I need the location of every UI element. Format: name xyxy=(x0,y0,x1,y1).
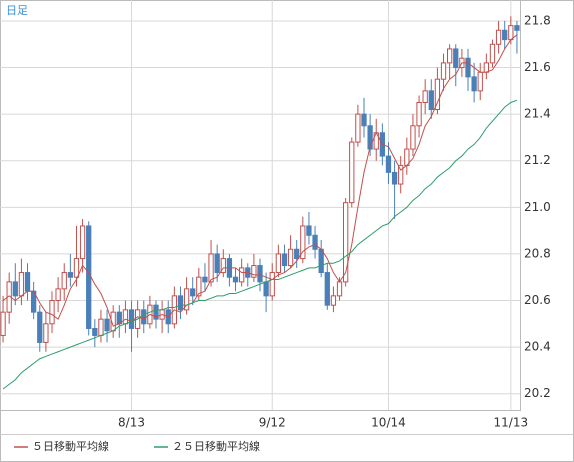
ma-line xyxy=(2,99,518,390)
candle-body xyxy=(104,318,110,332)
x-tick-label: 11/13 xyxy=(494,416,529,430)
candle-body xyxy=(98,318,104,336)
candle-body xyxy=(483,62,489,73)
candle-body xyxy=(239,267,245,283)
legend-label: ２５日移動平均線 xyxy=(172,439,260,453)
candle-body xyxy=(428,90,434,110)
y-tick-label: 20.2 xyxy=(524,386,551,400)
candle-body xyxy=(318,248,324,274)
candle-body xyxy=(251,265,257,278)
candle-body xyxy=(208,253,214,283)
candle-body xyxy=(306,225,312,236)
candle-body xyxy=(122,309,129,325)
y-tick-label: 21.2 xyxy=(524,153,551,167)
candle-body xyxy=(391,171,398,185)
plot xyxy=(0,16,520,390)
candle-body xyxy=(385,155,392,173)
candle-body xyxy=(183,288,190,311)
candle-body xyxy=(410,125,416,150)
candle-body xyxy=(281,253,288,267)
plot-area xyxy=(0,0,521,411)
candle-body xyxy=(128,309,135,329)
legend-label: ５日移動平均線 xyxy=(32,439,109,453)
x-tick-label: 8/13 xyxy=(118,416,145,430)
candle-body xyxy=(92,327,98,336)
candle-body xyxy=(489,43,496,64)
candle-body xyxy=(275,253,281,274)
candle-body xyxy=(434,78,441,110)
candle-body xyxy=(416,102,422,127)
candle-body xyxy=(263,281,269,297)
candle-body xyxy=(43,323,49,343)
candle-body xyxy=(294,248,300,260)
candle-body xyxy=(508,25,514,41)
candle-body xyxy=(190,288,196,297)
candle-body xyxy=(202,276,208,283)
candle-body xyxy=(349,141,355,204)
candle-body xyxy=(440,62,447,80)
candle-body xyxy=(61,272,67,290)
candle-body xyxy=(0,311,6,336)
candle-body xyxy=(214,253,220,274)
x-tick-label: 10/14 xyxy=(371,416,406,430)
ma-line xyxy=(2,34,518,327)
candle-body xyxy=(514,25,520,31)
candle-body xyxy=(67,272,73,278)
candle-body xyxy=(502,29,508,41)
candle-body xyxy=(447,48,453,64)
candle-body xyxy=(196,276,202,297)
candle-body xyxy=(398,164,404,185)
candle-body xyxy=(37,311,43,343)
candle-body xyxy=(257,265,263,283)
candle-body xyxy=(18,272,25,297)
candle-body xyxy=(269,272,275,297)
candle-body xyxy=(471,76,477,92)
candle-body xyxy=(495,29,502,45)
candle-body xyxy=(312,234,318,250)
y-tick-label: 21.6 xyxy=(524,60,551,74)
candle-body xyxy=(367,125,373,150)
x-tick-label: 9/12 xyxy=(259,416,286,430)
y-tick-label: 20.6 xyxy=(524,293,551,307)
chart-title: 日足 xyxy=(6,4,28,17)
candle-body xyxy=(49,300,55,325)
candle-body xyxy=(361,113,367,127)
y-tick-label: 21.0 xyxy=(524,200,551,214)
candle-body xyxy=(336,281,343,297)
candle-body xyxy=(141,309,147,325)
candle-body xyxy=(330,295,337,306)
candle-body xyxy=(355,113,361,143)
candle-body xyxy=(287,248,294,267)
candle-body xyxy=(12,281,18,297)
y-tick-label: 21.8 xyxy=(524,13,551,27)
candle-body xyxy=(324,272,330,306)
candle-body xyxy=(300,225,306,260)
candle-body xyxy=(453,48,459,69)
candle-body xyxy=(220,258,226,274)
candle-body xyxy=(86,225,92,329)
candle-body xyxy=(153,304,159,320)
candle-body xyxy=(465,57,471,78)
candle-body xyxy=(422,90,428,103)
candle-body xyxy=(24,272,31,292)
y-tick-label: 20.4 xyxy=(524,340,551,354)
candle-body xyxy=(55,288,61,302)
candle-body xyxy=(232,276,239,283)
candle-body xyxy=(343,202,349,283)
y-tick-label: 21.4 xyxy=(524,107,551,121)
candle-body xyxy=(177,295,184,311)
candle-body xyxy=(477,71,483,92)
y-tick-label: 20.8 xyxy=(524,246,551,260)
candle-body xyxy=(73,258,80,278)
candle-body xyxy=(79,225,86,260)
